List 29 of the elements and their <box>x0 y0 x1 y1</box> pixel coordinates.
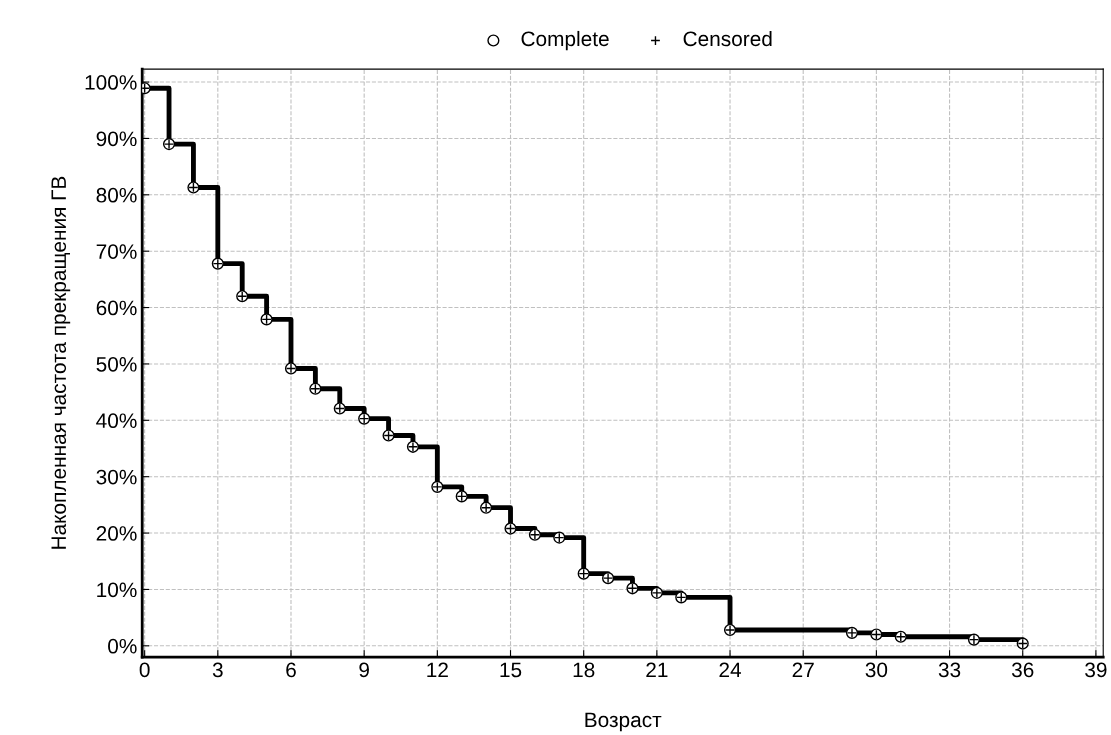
x-tick-label: 3 <box>212 662 223 678</box>
y-tick-label: 30% <box>96 469 137 485</box>
y-axis-title: Накопленная частота прекращения ГВ <box>51 176 71 549</box>
y-tick-label: 20% <box>96 526 137 541</box>
x-tick-label: 36 <box>1011 662 1034 678</box>
y-tick-label: 70% <box>96 244 137 259</box>
x-axis-title: Возраст <box>585 712 662 732</box>
x-tick-label: 21 <box>646 662 668 678</box>
y-tick-label: 50% <box>96 356 137 372</box>
x-tick-label: 12 <box>427 662 448 678</box>
x-tick-label: 18 <box>573 662 595 678</box>
x-tick-label: 24 <box>719 662 742 678</box>
x-tick-label: 6 <box>286 662 296 678</box>
x-tick-label: 33 <box>938 662 961 678</box>
y-tick-label: 40% <box>96 413 137 429</box>
y-tick-label: 80% <box>96 187 137 203</box>
legend-label: Complete <box>521 30 609 51</box>
x-tick-label: 0 <box>139 662 150 678</box>
legend-label: Censored <box>683 30 772 47</box>
x-tick-label: 30 <box>865 662 888 678</box>
y-tick-label: 60% <box>96 300 137 316</box>
y-tick-label: 0% <box>108 638 137 654</box>
x-tick-label: 39 <box>1085 662 1107 678</box>
x-tick-label: 27 <box>792 662 814 678</box>
y-tick-label: 90% <box>96 131 137 147</box>
x-tick-label: 9 <box>359 662 369 678</box>
x-tick-label: 15 <box>500 662 522 678</box>
y-tick-label: 10% <box>97 582 137 598</box>
y-tick-label: 100% <box>85 75 137 90</box>
